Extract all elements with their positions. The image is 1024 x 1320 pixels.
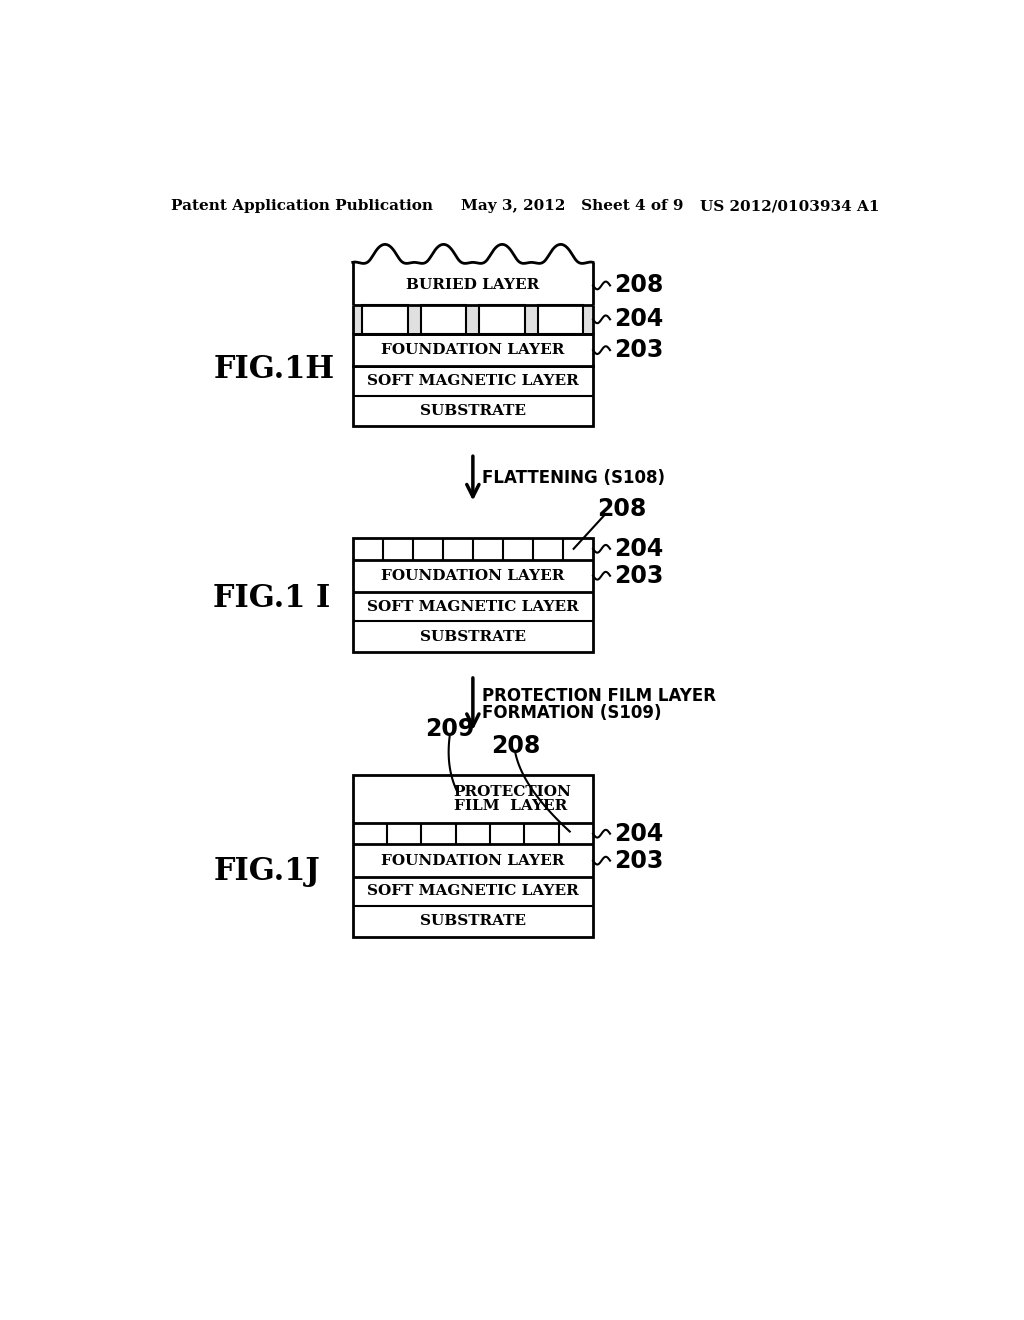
Text: 208: 208: [490, 734, 541, 758]
Bar: [352, 334, 593, 367]
Text: 208: 208: [614, 273, 664, 297]
Text: PROTECTION FILM LAYER: PROTECTION FILM LAYER: [482, 688, 716, 705]
Text: 208: 208: [597, 496, 646, 521]
Bar: [362, 305, 408, 334]
Text: PROTECTION: PROTECTION: [454, 785, 571, 799]
Bar: [352, 305, 593, 334]
Bar: [352, 539, 593, 652]
Text: SOFT MAGNETIC LAYER: SOFT MAGNETIC LAYER: [367, 884, 579, 899]
Text: FOUNDATION LAYER: FOUNDATION LAYER: [381, 569, 564, 582]
Text: SUBSTRATE: SUBSTRATE: [420, 630, 526, 644]
Text: 204: 204: [614, 821, 664, 846]
Text: SOFT MAGNETIC LAYER: SOFT MAGNETIC LAYER: [367, 599, 579, 614]
Text: FOUNDATION LAYER: FOUNDATION LAYER: [381, 854, 564, 867]
Bar: [479, 305, 525, 334]
Text: 209: 209: [425, 717, 474, 741]
Text: 203: 203: [614, 849, 664, 873]
Text: 204: 204: [614, 537, 664, 561]
Text: 204: 204: [614, 308, 664, 331]
Bar: [421, 305, 466, 334]
Bar: [352, 775, 593, 937]
Text: FIG.1J: FIG.1J: [213, 855, 319, 887]
Text: FIG.1H: FIG.1H: [213, 354, 335, 385]
Text: FIG.1 I: FIG.1 I: [213, 583, 331, 614]
Text: 203: 203: [614, 564, 664, 587]
Text: Patent Application Publication: Patent Application Publication: [171, 199, 432, 213]
Text: May 3, 2012   Sheet 4 of 9: May 3, 2012 Sheet 4 of 9: [461, 199, 684, 213]
Text: 203: 203: [614, 338, 664, 362]
Text: US 2012/0103934 A1: US 2012/0103934 A1: [700, 199, 880, 213]
Text: FOUNDATION LAYER: FOUNDATION LAYER: [381, 343, 564, 358]
Text: SOFT MAGNETIC LAYER: SOFT MAGNETIC LAYER: [367, 374, 579, 388]
Text: FILM  LAYER: FILM LAYER: [454, 799, 566, 813]
Text: SUBSTRATE: SUBSTRATE: [420, 404, 526, 418]
Text: FLATTENING (S108): FLATTENING (S108): [482, 470, 666, 487]
Text: FORMATION (S109): FORMATION (S109): [482, 704, 662, 722]
Text: SUBSTRATE: SUBSTRATE: [420, 915, 526, 928]
Text: BURIED LAYER: BURIED LAYER: [407, 279, 540, 293]
Bar: [538, 305, 584, 334]
Bar: [352, 367, 593, 426]
